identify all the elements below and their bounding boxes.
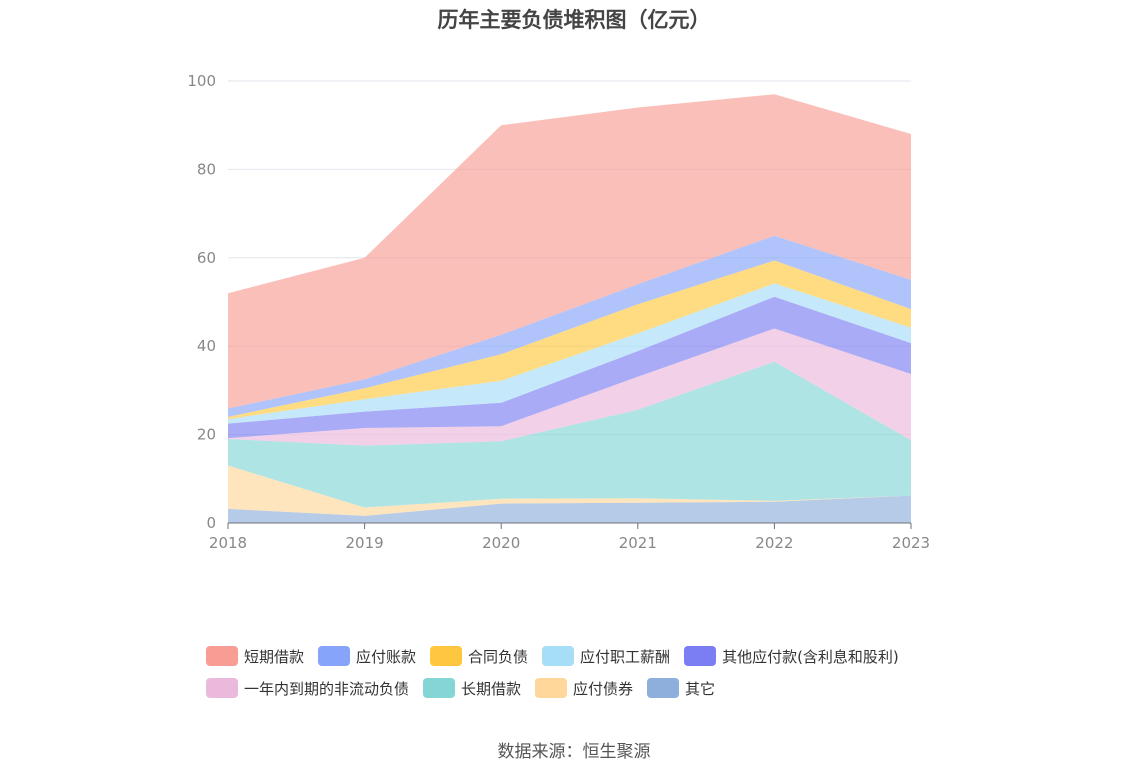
legend-swatch <box>206 678 238 698</box>
x-tick-label: 2022 <box>755 534 793 552</box>
legend-label: 应付账款 <box>356 647 417 666</box>
axes: 0 20 40 60 80 100 2018 2019 2020 2021 2022 2023 <box>187 72 930 552</box>
y-tick-label: 100 <box>187 72 216 90</box>
legend-label: 应付债券 <box>573 679 634 698</box>
legend-swatch <box>318 646 351 666</box>
area-2 <box>228 361 911 508</box>
stacked-area-chart: 0 20 40 60 80 100 2018 2019 2020 2021 2022 2023 <box>187 72 930 552</box>
legend-swatch <box>684 646 717 666</box>
area-5 <box>228 283 911 424</box>
legend-item[interactable]: 长期借款 <box>423 672 521 704</box>
legend-swatch <box>206 646 238 666</box>
legend-label: 其它 <box>685 679 716 698</box>
x-tick-label: 2020 <box>482 534 520 552</box>
legend-swatch <box>535 678 568 698</box>
y-tick-label: 40 <box>197 337 216 355</box>
legend-item[interactable]: 其它 <box>647 672 715 704</box>
y-tick-label: 20 <box>197 426 216 444</box>
legend: 短期借款 应付账款 合同负债 应付职工薪酬 其他应付款(含利息和股利) 一年内到期的非流动… <box>206 640 966 704</box>
legend-swatch <box>542 646 575 666</box>
legend-item[interactable]: 合同负债 <box>430 640 528 672</box>
area-8 <box>228 94 911 409</box>
chart-title: 历年主要负债堆积图（亿元） <box>437 8 711 32</box>
legend-swatch <box>430 646 463 666</box>
y-tick-label: 80 <box>197 160 216 178</box>
legend-item[interactable]: 短期借款 <box>206 640 304 672</box>
legend-label: 一年内到期的非流动负债 <box>244 679 410 698</box>
legend-item[interactable]: 应付职工薪酬 <box>542 640 670 672</box>
legend-item[interactable]: 应付债券 <box>535 672 633 704</box>
area-7 <box>228 235 911 417</box>
y-tick-label: 0 <box>206 514 216 532</box>
area-3 <box>228 328 911 446</box>
legend-label: 其他应付款(含利息和股利) <box>722 647 899 666</box>
legend-label: 短期借款 <box>244 647 305 666</box>
legend-item[interactable]: 其他应付款(含利息和股利) <box>684 640 899 672</box>
legend-label: 应付职工薪酬 <box>580 647 671 666</box>
legend-item[interactable]: 应付账款 <box>318 640 416 672</box>
area-6 <box>228 260 911 420</box>
x-tick-label: 2023 <box>892 534 930 552</box>
legend-swatch <box>423 678 456 698</box>
x-tick-label: 2021 <box>619 534 657 552</box>
y-tick-label: 60 <box>197 249 216 267</box>
area-series <box>228 94 911 523</box>
x-tick-label: 2018 <box>209 534 247 552</box>
x-tick-label: 2019 <box>346 534 384 552</box>
legend-label: 长期借款 <box>461 679 522 698</box>
area-1 <box>228 465 911 516</box>
legend-item[interactable]: 一年内到期的非流动负债 <box>206 672 409 704</box>
legend-swatch <box>647 678 680 698</box>
area-4 <box>228 296 911 439</box>
data-source: 数据来源：恒生聚源 <box>497 742 651 762</box>
area-0 <box>228 495 911 523</box>
legend-label: 合同负债 <box>468 647 529 666</box>
